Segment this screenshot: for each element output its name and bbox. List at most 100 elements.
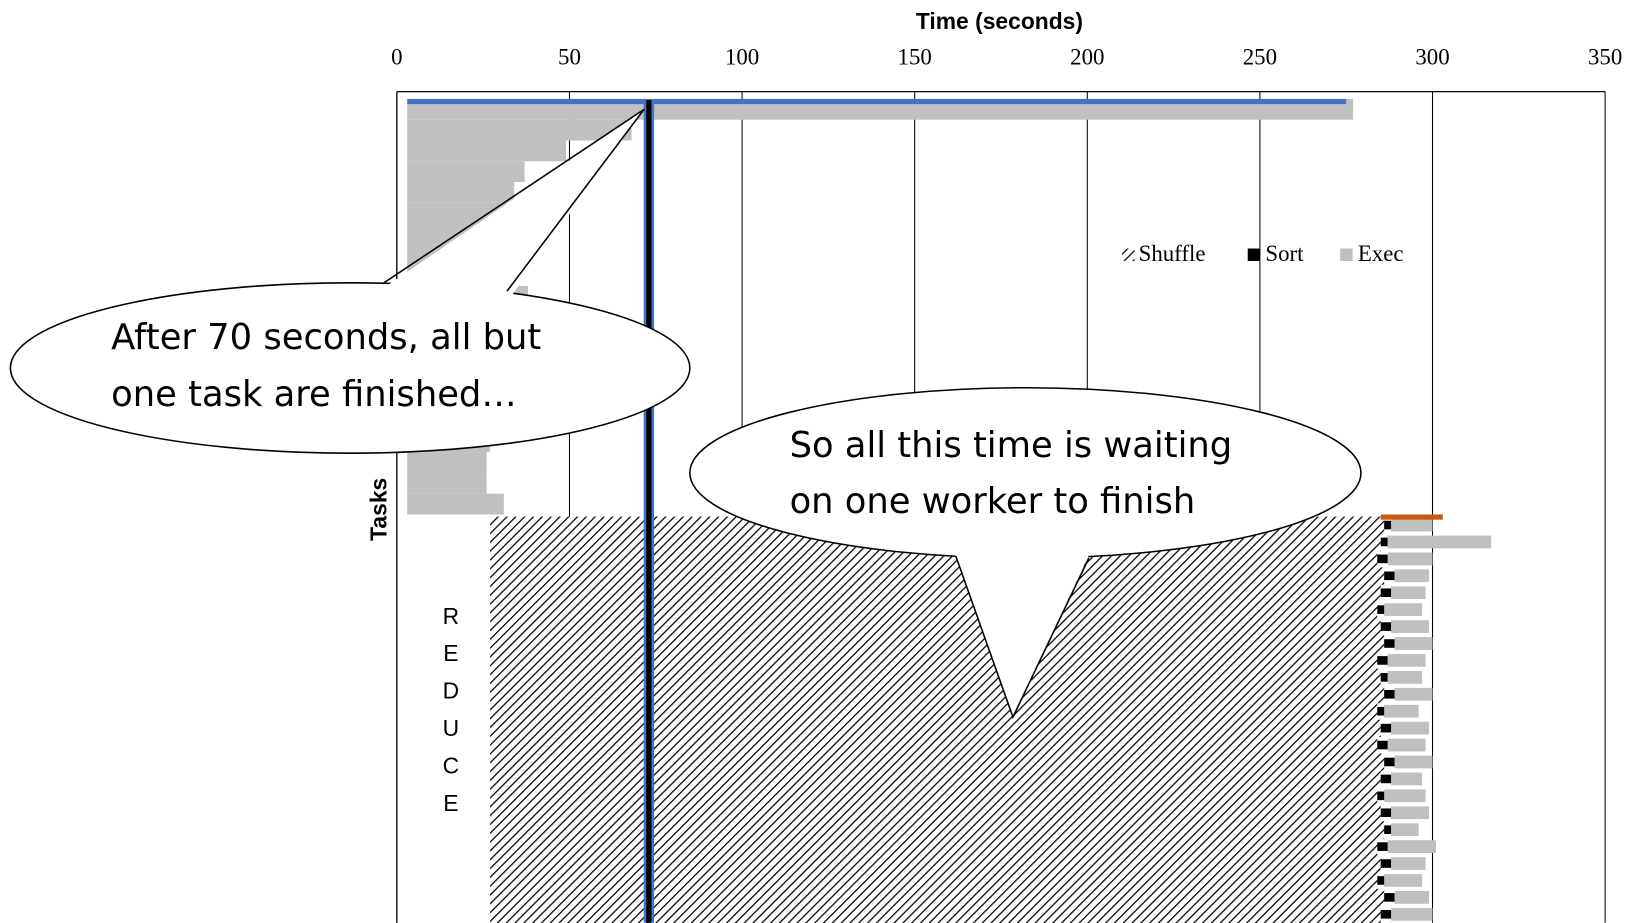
- sort-bar: [1380, 723, 1392, 733]
- callout: So all this time is waiting on one worke…: [689, 386, 1362, 720]
- shuffle-bar: [490, 651, 1378, 670]
- callout-pointer: [955, 555, 1090, 720]
- map-task-bar: [407, 182, 515, 203]
- x-tick-label: 50: [558, 45, 581, 70]
- exec-bar: [1387, 738, 1426, 752]
- sort-bar: [1377, 842, 1388, 851]
- shuffle-bar: [490, 584, 1381, 602]
- shuffle-bar: [490, 618, 1381, 636]
- map-task-bar: [407, 452, 487, 473]
- callout-text: one task are finished…: [111, 374, 517, 415]
- sort-bar: [1384, 639, 1395, 648]
- sort-bar: [1384, 689, 1395, 699]
- exec-bar: [1394, 687, 1433, 701]
- x-tick-label: 150: [898, 45, 932, 70]
- sort-bar: [1380, 808, 1392, 818]
- shuffle-bar: [490, 567, 1385, 585]
- sort-bar: [1377, 605, 1385, 614]
- shuffle-bar: [490, 905, 1381, 923]
- legend-swatch: [1122, 248, 1135, 261]
- legend-swatch: [1247, 248, 1261, 261]
- exec-bar: [1391, 772, 1423, 786]
- shuffle-bar: [490, 804, 1381, 822]
- x-tick-label: 300: [1415, 45, 1449, 70]
- exec-bar: [1394, 755, 1433, 769]
- shuffle-bar: [490, 702, 1378, 721]
- shuffle-bar: [490, 888, 1385, 907]
- callout-pointer-fill: [953, 550, 1091, 718]
- legend: Shuffle Sort Exec: [1122, 241, 1404, 266]
- legend-label: Shuffle: [1139, 241, 1206, 266]
- sort-bar: [1384, 893, 1395, 902]
- map-task-bar: [407, 472, 487, 494]
- shuffle-bar: [490, 685, 1385, 704]
- exec-bar: [1391, 857, 1426, 870]
- sort-bar: [1380, 910, 1392, 919]
- shuffle-bar: [490, 601, 1378, 619]
- x-tick-label: 350: [1588, 45, 1622, 70]
- callout-text: So all this time is waiting: [790, 425, 1233, 466]
- straggler-reduce-bar: [1380, 514, 1443, 520]
- map-task-bar: [407, 161, 525, 183]
- callout-pointer: [381, 108, 645, 292]
- shuffle-bar: [490, 736, 1378, 755]
- reduce-label: REDUCE: [438, 603, 464, 828]
- sort-bar: [1377, 656, 1388, 665]
- exec-bar: [1391, 823, 1419, 837]
- exec-bar: [1394, 890, 1430, 904]
- shuffle-bar: [490, 855, 1381, 873]
- legend-label: Sort: [1265, 241, 1304, 266]
- exec-bar: [1391, 806, 1430, 820]
- shuffle-bar: [490, 668, 1381, 687]
- sort-bar: [1377, 740, 1388, 750]
- exec-bar: [1387, 670, 1423, 684]
- exec-bar: [1391, 518, 1433, 532]
- sort-bar: [1384, 825, 1392, 834]
- exec-bar: [1387, 535, 1492, 549]
- sort-bar: [1380, 673, 1388, 682]
- sort-bar: [1380, 537, 1388, 547]
- shuffle-bar: [490, 787, 1378, 805]
- shuffle-bar: [490, 838, 1378, 856]
- map-task-bar: [407, 493, 504, 515]
- exec-bar: [1391, 721, 1430, 735]
- sort-bar: [1377, 706, 1385, 716]
- exec-bar: [1384, 874, 1423, 887]
- exec-bar: [1387, 654, 1426, 667]
- x-tick-label: 100: [725, 45, 759, 70]
- exec-bar: [1394, 569, 1430, 583]
- shuffle-bar: [490, 635, 1385, 653]
- sort-bar: [1377, 791, 1385, 801]
- sort-bar: [1380, 622, 1392, 631]
- exec-bar: [1384, 603, 1423, 617]
- callout-text: on one worker to finish: [790, 481, 1196, 522]
- x-tick-label: 200: [1070, 45, 1104, 70]
- exec-bar: [1391, 586, 1426, 600]
- callout-bubble: [9, 282, 691, 454]
- callout: After 70 seconds, all but one task are f…: [9, 108, 691, 454]
- shuffle-bar: [490, 753, 1385, 771]
- x-tick-label: 0: [391, 45, 402, 70]
- map-task-bar: [407, 140, 567, 162]
- exec-bar: [1391, 907, 1433, 921]
- shuffle-bar: [490, 871, 1378, 890]
- exec-bar: [1394, 637, 1433, 650]
- sort-bar: [1380, 588, 1392, 598]
- sort-bar: [1377, 876, 1385, 885]
- sort-bar: [1377, 554, 1388, 564]
- callout-pointer-fill: [382, 109, 645, 297]
- straggler-map-bar: [407, 98, 1347, 105]
- shuffle-bar: [490, 821, 1385, 839]
- callout-text: After 70 seconds, all but: [111, 317, 541, 358]
- callout-bubble: [689, 386, 1362, 559]
- shuffle-bar: [490, 719, 1381, 738]
- legend-label: Exec: [1358, 241, 1404, 266]
- sort-bar: [1384, 571, 1395, 581]
- shuffle-bar: [490, 770, 1381, 788]
- plot-area: 0 50 100 150 200 250 300 350: [391, 45, 1622, 923]
- y-axis-title: Tasks: [365, 478, 391, 541]
- sort-bar: [1384, 757, 1395, 767]
- exec-bar: [1384, 704, 1419, 718]
- map-task-bar: [407, 119, 632, 141]
